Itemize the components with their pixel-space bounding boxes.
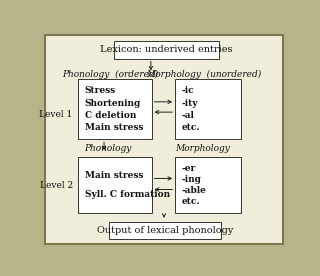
Text: Lexicon: underived entries: Lexicon: underived entries: [100, 46, 233, 54]
Text: Main stress: Main stress: [84, 171, 143, 180]
FancyBboxPatch shape: [78, 157, 152, 213]
Text: Level 2: Level 2: [40, 181, 73, 190]
Text: Level 1: Level 1: [39, 110, 73, 120]
FancyBboxPatch shape: [78, 79, 152, 139]
Text: Morphology: Morphology: [175, 144, 230, 153]
Text: Phonology: Phonology: [84, 144, 132, 153]
Text: etc.: etc.: [181, 123, 200, 132]
Text: Morphology  (unordered): Morphology (unordered): [146, 70, 261, 79]
Text: -able: -able: [181, 186, 206, 195]
Text: -er: -er: [181, 164, 196, 173]
Text: Output of lexical phonology: Output of lexical phonology: [97, 226, 233, 235]
FancyBboxPatch shape: [45, 35, 283, 243]
Text: Syll. C formation: Syll. C formation: [84, 190, 170, 199]
FancyBboxPatch shape: [115, 41, 219, 59]
Text: Shortening: Shortening: [84, 99, 141, 108]
FancyBboxPatch shape: [109, 222, 221, 239]
FancyBboxPatch shape: [175, 79, 241, 139]
Text: -ing: -ing: [181, 175, 201, 184]
Text: -al: -al: [181, 111, 194, 120]
Text: -ic: -ic: [181, 86, 194, 95]
Text: Main stress: Main stress: [84, 123, 143, 132]
Text: Phonology  (ordered): Phonology (ordered): [62, 70, 159, 79]
Text: Stress: Stress: [84, 86, 116, 95]
Text: C deletion: C deletion: [84, 111, 136, 120]
Text: etc.: etc.: [181, 197, 200, 206]
Text: -ity: -ity: [181, 99, 198, 108]
FancyBboxPatch shape: [175, 157, 241, 213]
